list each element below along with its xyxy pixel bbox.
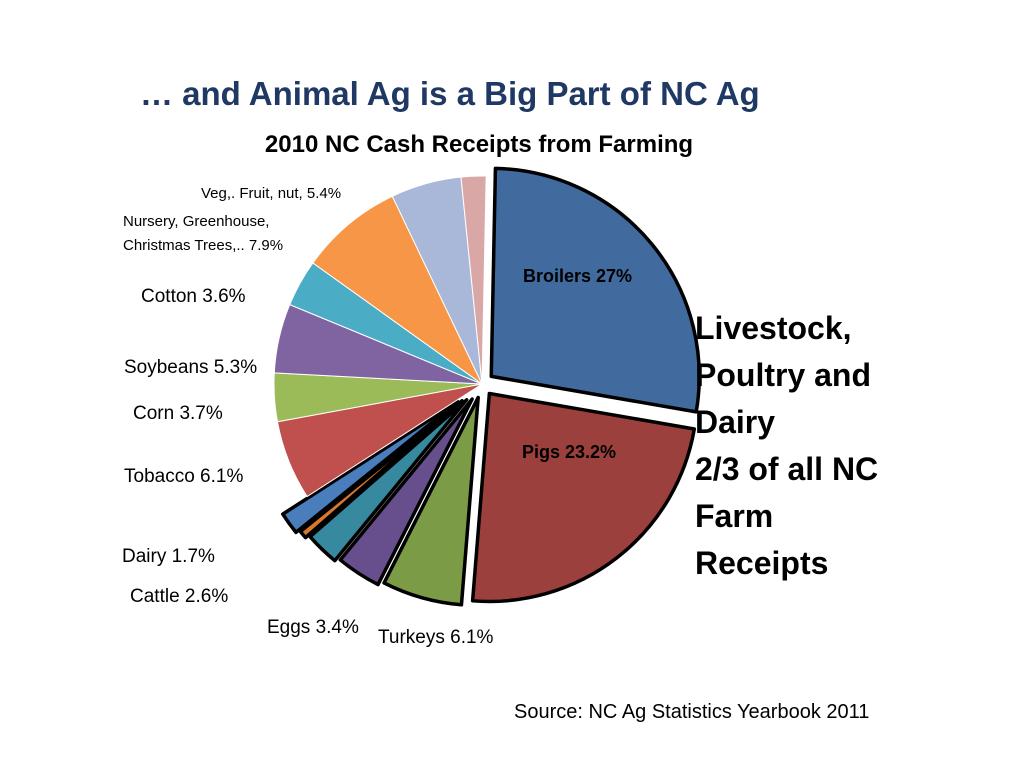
slice-label-turkeys: Turkeys 6.1%	[378, 627, 494, 648]
callout-line: Farm	[695, 498, 774, 534]
slice-label-dairy: Dairy 1.7%	[122, 546, 215, 567]
source-note: Source: NC Ag Statistics Yearbook 2011	[514, 701, 870, 723]
pie-slice-turkeys	[382, 395, 480, 607]
slice-label-broilers: Broilers 27%	[523, 266, 633, 286]
slice-label-nursery-line1: Nursery, Greenhouse,	[123, 213, 270, 230]
callout-line: Dairy	[695, 404, 776, 440]
callout-line: Receipts	[695, 545, 829, 581]
livestock-callout: Livestock, Poultry and Dairy 2/3 of all …	[695, 305, 925, 587]
pie-slice-pigs	[470, 391, 697, 604]
pie-slice-dairy	[281, 399, 460, 535]
slice-label-pigs: Pigs 23.2%	[522, 442, 617, 462]
pie-slice-dairy-other	[298, 398, 464, 540]
slice-label-cotton: Cotton 3.6%	[141, 286, 246, 307]
slice-label-soybeans: Soybeans 5.3%	[124, 357, 258, 378]
pie-slice-cattle	[308, 398, 469, 563]
slice-label-eggs: Eggs 3.4%	[267, 617, 359, 638]
pie-slice-eggs	[338, 397, 474, 587]
slice-label-veg: Veg,. Fruit, nut, 5.4%	[201, 185, 342, 202]
pie-slice-other	[460, 175, 487, 385]
slice-label-nursery-line2: Christmas Trees,.. 7.9%	[123, 237, 284, 254]
pie-slice-broilers	[489, 166, 702, 414]
slice-label-corn: Corn 3.7%	[133, 403, 223, 424]
slice-label-tobacco: Tobacco 6.1%	[124, 466, 244, 487]
pie-slice-nursery	[312, 195, 483, 385]
callout-line: Poultry and	[695, 357, 872, 393]
chart-title: 2010 NC Cash Receipts from Farming	[264, 131, 694, 158]
slice-label-cattle: Cattle 2.6%	[130, 586, 229, 607]
slide-title: … and Animal Ag is a Big Part of NC Ag	[140, 75, 760, 112]
callout-line: 2/3 of all NC	[695, 451, 879, 487]
callout-line: Livestock,	[695, 310, 852, 346]
